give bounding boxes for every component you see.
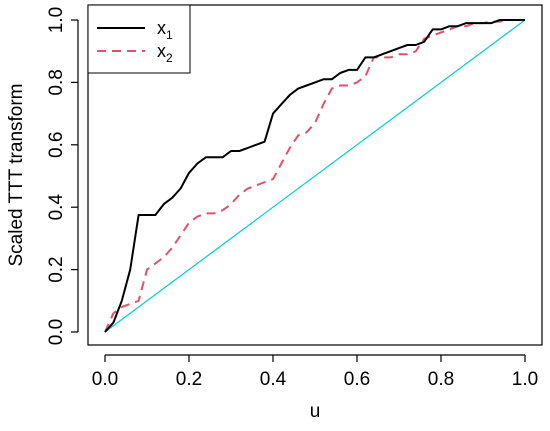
x-tick-label: 0.2: [176, 369, 202, 390]
y-tick-label: 0.8: [46, 69, 67, 95]
y-tick-label: 0.2: [46, 256, 67, 282]
x-tick-label: 0.6: [344, 369, 370, 390]
y-tick-label: 1.0: [46, 7, 67, 33]
y-tick-label: 0.4: [46, 194, 67, 221]
x-tick-label: 1.0: [512, 369, 538, 390]
series-layer: [104, 19, 526, 333]
y-axis: 0.0 0.2 0.4 0.6 0.8 1.0: [46, 7, 79, 345]
y-axis-label: Scaled TTT transform: [6, 83, 27, 266]
x-tick-label: 0.0: [92, 369, 118, 390]
legend-box: [87, 4, 191, 74]
plot-frame: [87, 4, 543, 346]
series-line-x2: [104, 19, 525, 333]
x-tick-label: 0.4: [260, 369, 287, 390]
reference-diagonal-line: [104, 19, 526, 333]
y-tick-label: 0.6: [46, 132, 67, 158]
x-tick-label: 0.8: [428, 369, 454, 390]
y-tick-label: 0.0: [46, 319, 67, 345]
series-line-x1: [104, 19, 525, 333]
x-axis: 0.0 0.2 0.4 0.6 0.8 1.0: [92, 354, 538, 390]
x-axis-label: u: [310, 401, 321, 422]
